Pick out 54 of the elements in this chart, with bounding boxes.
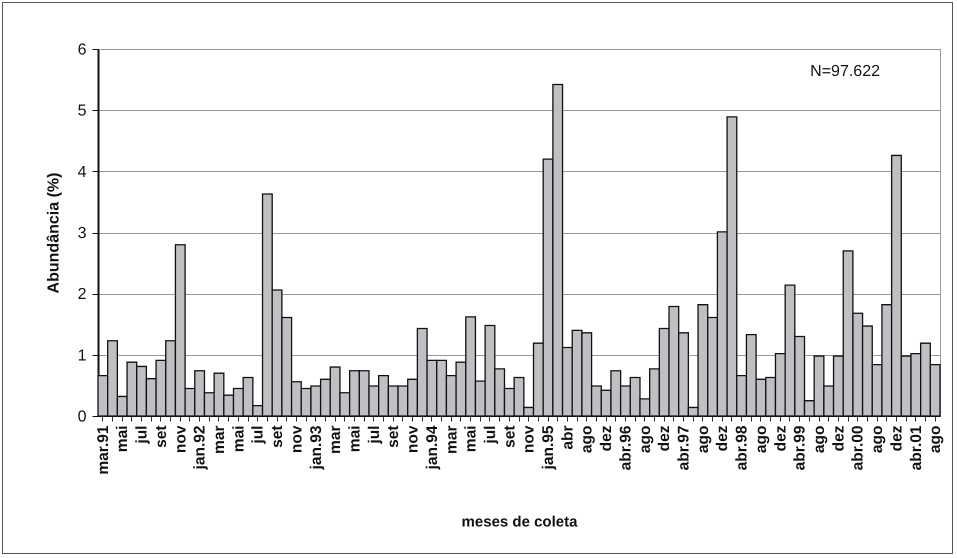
x-tick-label: dez [598,425,616,452]
x-tick-label: jan.95 [540,425,558,470]
x-tick-label: abr.97 [676,426,693,470]
x-tick-label: nov [404,425,422,454]
x-tick-label: mar [443,426,460,454]
x-tick-label: jul [250,426,267,445]
x-tick-label: jan.92 [192,426,209,470]
x-tick-label: jul [482,426,499,445]
y-tick-label: 1 [78,347,87,364]
x-tick-label: ago [578,426,596,454]
x-tick-label: jan.94 [424,425,441,470]
y-tick-label: 6 [78,42,87,58]
x-tick-label: abr.98 [734,425,751,470]
x-tick-label: abr [559,426,576,450]
x-tick-label: mai [114,426,132,452]
x-tick-label: mar.91 [94,425,112,475]
x-tick-label: ago [636,426,654,454]
x-tick-label: jan.93 [308,425,325,470]
x-tick-label: mar [327,426,344,454]
x-tick-label: mai [346,426,364,452]
x-tick-label: set [152,426,170,448]
x-tick-label: mai [230,426,248,452]
x-tick-label: ago [811,426,828,454]
x-tick-label: abr.01 [908,425,925,470]
x-tick-label: nov [288,425,306,454]
x-tick-label: ago [869,426,886,454]
x-tick-label: dez [714,425,732,452]
x-tick-label: ago [694,426,712,454]
x-tick-label: ago [752,426,770,454]
y-tick-label: 3 [78,225,87,242]
x-tick-label: dez [888,425,906,452]
x-tick-label: nov [520,425,538,454]
annotation: N=97.622 [810,63,880,80]
x-tick-label: dez [656,425,674,452]
y-tick-label: 2 [78,286,87,304]
x-tick-label: mai [462,426,480,452]
x-tick-label: jul [134,426,151,445]
x-tick-label: ago [927,426,944,454]
x-tick-label: set [385,426,402,448]
x-tick-label: dez [830,425,848,452]
y-axis-title: Abundância (%) [46,172,63,294]
x-tick-label: nov [172,425,190,454]
y-tick-label: 5 [78,102,87,120]
x-tick-label: abr.96 [617,425,634,470]
y-tick-label: 4 [78,164,87,181]
x-tick-label: abr.00 [850,426,867,470]
x-tick-label: set [269,426,286,448]
x-tick-label: dez [772,425,790,452]
x-tick-label: jul [366,426,383,445]
x-axis-title: meses de coleta [462,514,578,531]
x-tick-label: set [501,426,518,448]
y-tick-label: 0 [78,408,87,426]
x-tick-label: abr.99 [792,425,809,470]
x-tick-label: mar [210,426,228,454]
